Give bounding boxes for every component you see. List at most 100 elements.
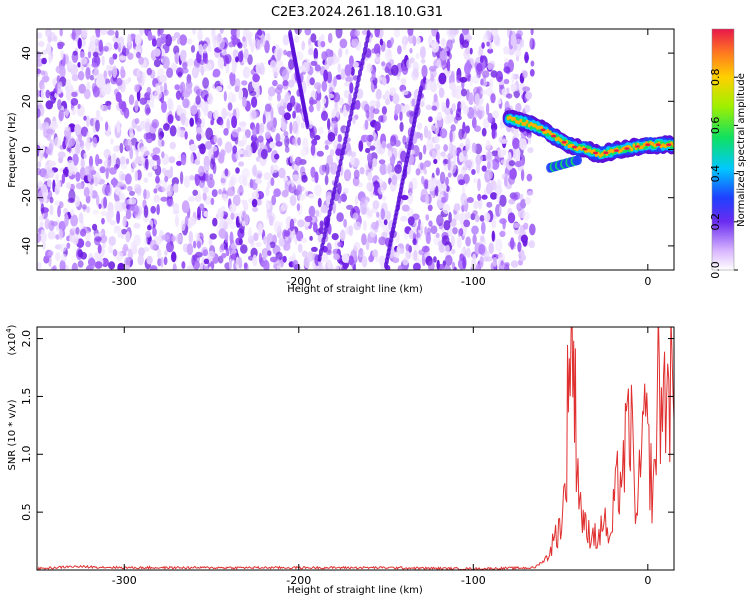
noise-blob: [83, 115, 87, 121]
noise-blob: [223, 221, 228, 230]
noise-blob: [337, 134, 342, 143]
noise-blob: [212, 68, 221, 78]
noise-blob: [70, 98, 79, 106]
noise-blob: [171, 177, 180, 186]
noise-blob: [181, 261, 186, 269]
noise-blob: [392, 93, 400, 105]
noise-blob: [300, 122, 305, 129]
noise-blob: [283, 131, 289, 138]
noise-blob: [196, 127, 203, 134]
noise-blob: [443, 244, 450, 254]
noise-blob: [432, 149, 437, 160]
noise-blob: [524, 54, 530, 61]
noise-blob: [218, 228, 227, 239]
noise-blob: [436, 58, 442, 68]
noise-blob: [291, 179, 295, 187]
noise-blob: [240, 124, 246, 133]
noise-blob: [166, 241, 174, 253]
noise-blob: [431, 105, 438, 111]
noise-blob: [141, 71, 147, 83]
noise-blob: [243, 48, 249, 60]
noise-blob: [528, 240, 536, 249]
noise-blob: [466, 197, 474, 203]
noise-blob: [458, 152, 464, 163]
noise-blob: [523, 222, 529, 230]
noise-blob: [490, 192, 498, 200]
noise-blob: [345, 48, 349, 56]
noise-blob: [153, 188, 158, 194]
noise-blob: [186, 38, 193, 45]
signal-blob: [651, 141, 655, 146]
noise-blob: [477, 193, 482, 201]
noise-blob: [465, 143, 469, 153]
noise-blob: [361, 255, 368, 268]
signal-blob: [529, 121, 533, 126]
noise-blob: [276, 92, 281, 102]
noise-blob: [352, 61, 359, 68]
noise-blob: [288, 58, 295, 70]
noise-blob: [490, 93, 496, 104]
noise-blob: [96, 32, 101, 38]
noise-blob: [412, 238, 417, 246]
noise-blob: [180, 81, 186, 93]
noise-blob: [161, 140, 165, 147]
noise-blob: [426, 137, 434, 148]
noise-blob: [192, 29, 196, 36]
noise-blob: [284, 230, 290, 237]
noise-blob: [219, 78, 223, 86]
noise-blob: [255, 178, 263, 185]
signal-blob: [653, 143, 657, 148]
noise-blob: [37, 89, 40, 98]
noise-blob: [166, 198, 174, 208]
signal-blob: [513, 116, 516, 121]
noise-blob: [476, 162, 481, 174]
noise-blob: [428, 220, 433, 227]
noise-blob: [85, 67, 91, 80]
noise-blob: [232, 145, 238, 154]
noise-blob: [75, 143, 81, 155]
noise-blob: [40, 88, 45, 100]
noise-blob: [83, 152, 87, 159]
noise-blob: [451, 103, 456, 112]
noise-blob: [448, 211, 452, 224]
noise-blob: [497, 98, 502, 105]
noise-blob: [421, 64, 428, 78]
noise-blob: [124, 173, 132, 185]
noise-blob: [343, 169, 352, 182]
noise-blob: [241, 80, 248, 86]
noise-blob: [440, 37, 446, 47]
noise-blob: [472, 75, 480, 84]
noise-blob: [479, 215, 485, 222]
noise-blob: [381, 61, 386, 67]
noise-blob: [169, 125, 177, 137]
noise-blob: [242, 66, 251, 79]
noise-blob: [79, 51, 85, 59]
noise-blob: [327, 93, 334, 99]
noise-blob: [376, 76, 383, 82]
noise-blob: [503, 66, 511, 74]
noise-blob: [218, 188, 223, 195]
noise-blob: [444, 114, 451, 125]
noise-blob: [402, 36, 407, 42]
noise-blob: [176, 160, 182, 166]
noise-blob: [237, 149, 244, 155]
noise-blob: [438, 87, 445, 99]
noise-blob: [157, 29, 164, 35]
noise-blob: [140, 146, 148, 152]
noise-blob: [301, 250, 308, 258]
noise-blob: [343, 218, 347, 228]
noise-blob: [297, 137, 301, 146]
noise-blob: [345, 76, 354, 83]
noise-blob: [527, 134, 532, 145]
noise-blob: [67, 163, 73, 177]
noise-blob: [99, 103, 104, 111]
noise-blob: [208, 266, 212, 270]
noise-blob: [520, 249, 525, 260]
noise-blob: [487, 48, 494, 54]
noise-blob: [94, 236, 102, 242]
x-tick-label: -300: [112, 275, 137, 288]
noise-blob: [138, 56, 145, 65]
noise-blob: [337, 63, 342, 73]
y-tick-label: 40: [20, 46, 33, 60]
noise-blob: [157, 258, 162, 267]
